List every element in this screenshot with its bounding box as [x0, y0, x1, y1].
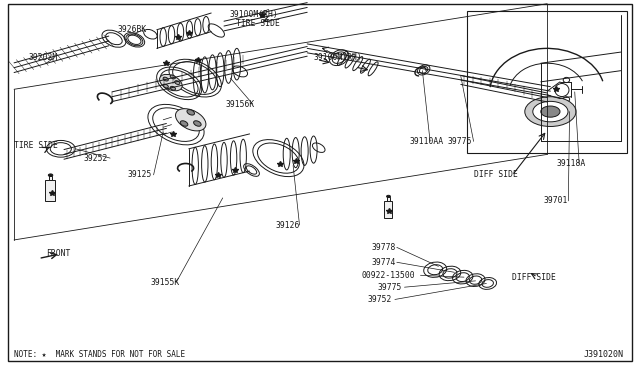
- Text: 39100M(RH): 39100M(RH): [314, 53, 362, 62]
- Text: 39156K: 39156K: [226, 100, 255, 109]
- Text: 39774: 39774: [371, 258, 396, 267]
- Text: 39752: 39752: [368, 295, 392, 304]
- Text: FRONT: FRONT: [46, 249, 70, 258]
- Text: J391020N: J391020N: [584, 350, 624, 359]
- Ellipse shape: [170, 75, 175, 79]
- Text: 39252: 39252: [83, 154, 108, 163]
- Text: 39701: 39701: [544, 196, 568, 205]
- Text: DIFF SIDE: DIFF SIDE: [512, 273, 556, 282]
- Text: TIRE SIDE: TIRE SIDE: [236, 19, 280, 28]
- Ellipse shape: [175, 109, 206, 131]
- Ellipse shape: [163, 77, 168, 81]
- Text: 00922-13500: 00922-13500: [362, 271, 415, 280]
- Ellipse shape: [170, 86, 175, 90]
- Ellipse shape: [187, 110, 195, 115]
- Ellipse shape: [532, 102, 568, 122]
- Ellipse shape: [159, 74, 182, 91]
- Text: DIFF SIDE: DIFF SIDE: [474, 170, 518, 179]
- Text: 39778: 39778: [371, 243, 396, 252]
- Text: 39155K: 39155K: [150, 278, 180, 287]
- Ellipse shape: [525, 97, 576, 126]
- Text: 39126: 39126: [275, 221, 300, 230]
- Text: 39202M: 39202M: [29, 53, 58, 62]
- Ellipse shape: [541, 106, 560, 117]
- Text: 39110AA: 39110AA: [410, 137, 444, 146]
- Bar: [387, 197, 390, 201]
- Ellipse shape: [193, 121, 201, 126]
- Bar: [45, 180, 55, 201]
- Ellipse shape: [175, 81, 180, 84]
- Text: 39125: 39125: [128, 170, 152, 179]
- Bar: [49, 176, 52, 180]
- Bar: [384, 201, 392, 218]
- Text: NOTE: ★  MARK STANDS FOR NOT FOR SALE: NOTE: ★ MARK STANDS FOR NOT FOR SALE: [14, 350, 185, 359]
- Text: 3926BK: 3926BK: [117, 25, 147, 34]
- Text: 39118A: 39118A: [557, 159, 586, 168]
- Text: 39776: 39776: [448, 137, 472, 146]
- Text: 39100M(RH): 39100M(RH): [229, 10, 278, 19]
- Ellipse shape: [163, 84, 168, 88]
- Ellipse shape: [387, 195, 390, 198]
- Bar: [467, 11, 627, 153]
- Ellipse shape: [180, 121, 188, 126]
- Text: TIRE SIDE: TIRE SIDE: [14, 141, 58, 150]
- Ellipse shape: [49, 174, 53, 177]
- Text: 39775: 39775: [378, 283, 402, 292]
